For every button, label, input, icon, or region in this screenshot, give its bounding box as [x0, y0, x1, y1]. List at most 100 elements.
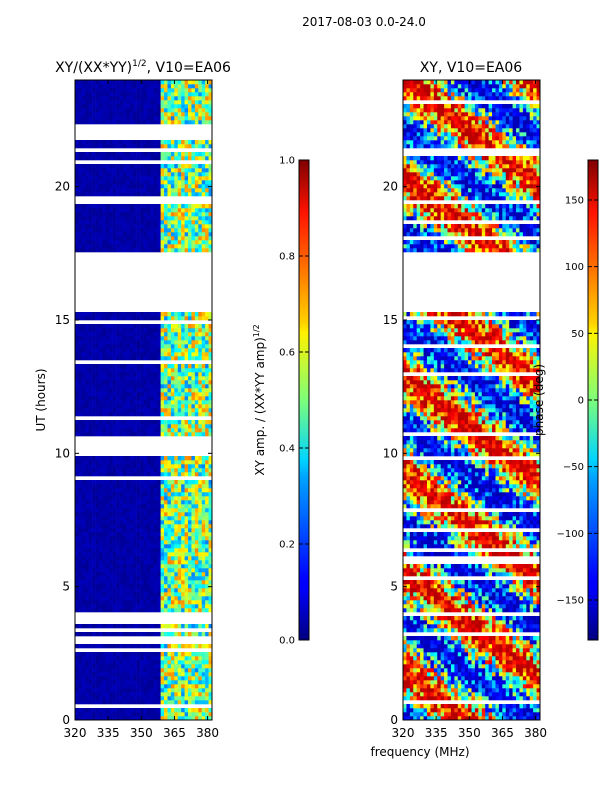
heatmap-cell [143, 224, 148, 229]
heatmap-cell [88, 144, 93, 149]
heatmap-cell [109, 684, 113, 689]
heatmap-cell [81, 512, 86, 517]
heatmap-cell [184, 396, 189, 401]
heatmap-cell [95, 568, 100, 573]
heatmap-cell [126, 708, 131, 713]
heatmap-cell [75, 420, 79, 425]
heatmap-cell [191, 96, 196, 101]
heatmap-cell [181, 488, 185, 493]
heatmap-cell [81, 156, 86, 161]
heatmap-cell [201, 140, 206, 145]
heatmap-cell [75, 204, 79, 209]
heatmap-cell [105, 400, 110, 405]
heatmap-cell [194, 472, 199, 477]
heatmap-cell [109, 644, 113, 649]
left-x-tick-label: 365 [163, 726, 186, 740]
heatmap-cell [122, 596, 127, 601]
heatmap-cell [177, 568, 182, 573]
heatmap-cell [98, 536, 103, 541]
heatmap-cell [188, 208, 192, 213]
heatmap-cell [133, 544, 137, 549]
heatmap-cell [92, 672, 96, 677]
heatmap-cell [194, 672, 199, 677]
heatmap-cell [488, 708, 493, 713]
heatmap-cell [102, 348, 107, 353]
heatmap-cell [188, 88, 192, 93]
heatmap-cell [181, 580, 185, 585]
heatmap-cell [85, 560, 89, 565]
heatmap-cell [191, 116, 196, 121]
heatmap-cell [198, 384, 203, 389]
heatmap-cell [426, 704, 431, 709]
heatmap-cell [81, 568, 86, 573]
heatmap-cell [191, 468, 196, 473]
heatmap-cell [177, 512, 182, 517]
heatmap-cell [153, 560, 158, 565]
heatmap-cell [109, 420, 113, 425]
heatmap-cell [201, 216, 206, 221]
heatmap-cell [167, 324, 172, 329]
heatmap-cell [160, 468, 165, 473]
heatmap-cell [150, 480, 155, 485]
heatmap-cell [105, 424, 110, 429]
heatmap-cell [174, 604, 179, 609]
heatmap-cell [143, 80, 148, 85]
left-colorbar-tick-label: 0.8 [279, 252, 295, 263]
heatmap-cell [188, 492, 192, 497]
heatmap-cell [167, 544, 172, 549]
heatmap-cell [184, 600, 189, 605]
heatmap-cell [75, 392, 79, 397]
heatmap-cell [201, 696, 206, 701]
heatmap-cell [143, 664, 148, 669]
heatmap-cell [444, 704, 448, 709]
heatmap-cell [116, 188, 120, 193]
heatmap-cell [119, 108, 124, 113]
heatmap-cell [153, 576, 158, 581]
heatmap-cell [174, 500, 179, 505]
heatmap-cell [140, 408, 144, 413]
heatmap-cell [143, 696, 148, 701]
heatmap-cell [92, 224, 96, 229]
heatmap-cell [81, 488, 86, 493]
heatmap-cell [122, 464, 127, 469]
heatmap-cell [160, 164, 165, 169]
heatmap-cell [194, 332, 199, 337]
heatmap-cell [140, 384, 144, 389]
heatmap-cell [157, 232, 161, 237]
heatmap-cell [85, 424, 89, 429]
heatmap-cell [146, 156, 151, 161]
heatmap-cell [122, 336, 127, 341]
heatmap-cell [167, 652, 172, 657]
heatmap-cell [181, 116, 185, 121]
heatmap-cell [136, 592, 141, 597]
heatmap-cell [205, 372, 209, 377]
heatmap-cell [177, 380, 182, 385]
heatmap-cell [129, 396, 134, 401]
heatmap-cell [98, 496, 103, 501]
heatmap-cell [88, 644, 93, 649]
heatmap-cell [75, 656, 79, 661]
heatmap-cell [157, 692, 161, 697]
heatmap-cell [447, 716, 452, 720]
heatmap-cell [88, 356, 93, 361]
heatmap-cell [122, 164, 127, 169]
heatmap-cell [160, 92, 165, 97]
heatmap-cell [105, 536, 110, 541]
heatmap-cell [140, 576, 144, 581]
heatmap-cell [126, 96, 131, 101]
heatmap-cell [150, 608, 155, 613]
heatmap-cell [201, 120, 206, 125]
heatmap-cell [167, 604, 172, 609]
heatmap-cell [164, 356, 168, 361]
heatmap-cell [126, 468, 131, 473]
heatmap-cell [160, 228, 165, 233]
heatmap-cell [143, 644, 148, 649]
heatmap-cell [78, 120, 83, 125]
heatmap-cell [119, 384, 124, 389]
heatmap-cell [81, 388, 86, 393]
heatmap-cell [75, 684, 79, 689]
heatmap-cell [478, 712, 483, 717]
heatmap-cell [450, 716, 455, 720]
heatmap-cell [116, 100, 120, 105]
heatmap-cell [157, 492, 161, 497]
